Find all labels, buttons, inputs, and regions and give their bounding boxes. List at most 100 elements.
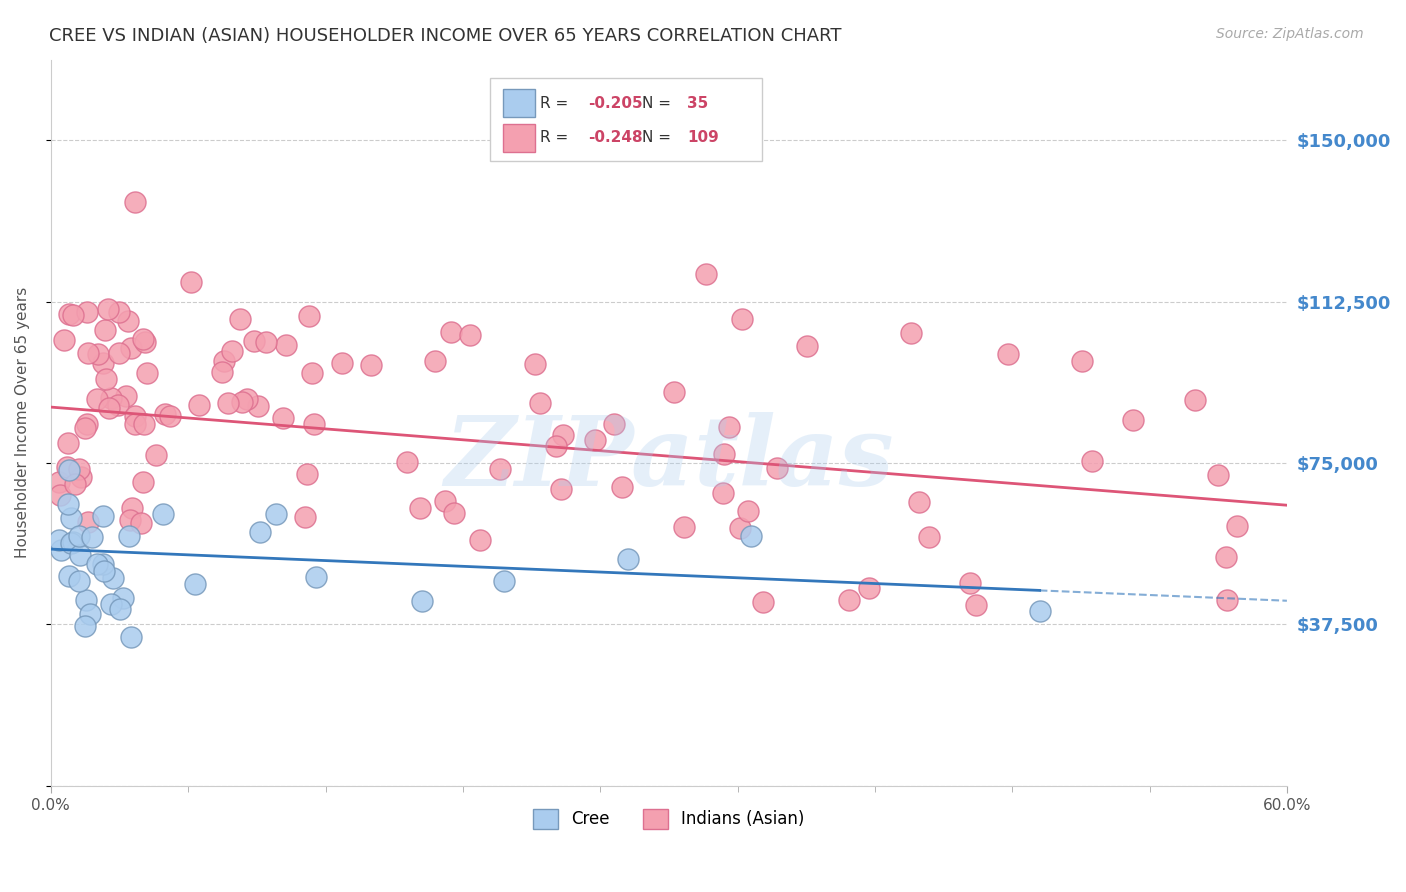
Text: 109: 109	[688, 130, 718, 145]
Point	[434, 494, 457, 508]
Point	[56, 436, 79, 450]
Point	[132, 417, 155, 431]
Point	[132, 332, 155, 346]
Point	[86, 392, 108, 407]
Text: -0.205: -0.205	[589, 95, 643, 111]
Point	[110, 602, 132, 616]
Text: N =: N =	[641, 95, 675, 111]
Point	[765, 460, 787, 475]
Point	[612, 480, 634, 494]
Point	[51, 543, 73, 558]
Point	[117, 314, 139, 328]
Point	[75, 593, 97, 607]
Text: -0.248: -0.248	[589, 130, 643, 145]
Point	[58, 307, 80, 321]
Point	[184, 577, 207, 591]
Point	[69, 549, 91, 563]
Point	[56, 497, 79, 511]
Point	[717, 419, 740, 434]
Point	[59, 535, 82, 549]
Point	[115, 388, 138, 402]
Point	[1216, 592, 1239, 607]
Point	[264, 507, 287, 521]
Point	[695, 267, 717, 281]
Point	[274, 337, 297, 351]
Point	[603, 417, 626, 432]
Point	[76, 304, 98, 318]
Point	[91, 356, 114, 370]
Point	[271, 411, 294, 425]
Point	[908, 495, 931, 509]
Point	[231, 395, 253, 409]
Point	[79, 607, 101, 622]
Point	[254, 334, 277, 349]
Point	[124, 409, 146, 424]
Point	[858, 582, 880, 596]
Point	[249, 524, 271, 539]
Point	[489, 461, 512, 475]
Point	[53, 333, 76, 347]
Point	[120, 630, 142, 644]
Point	[330, 356, 353, 370]
Point	[297, 467, 319, 482]
Point	[100, 392, 122, 406]
Point	[752, 595, 775, 609]
Legend: Cree, Indians (Asian): Cree, Indians (Asian)	[526, 802, 811, 836]
Point	[711, 485, 734, 500]
Point	[107, 305, 129, 319]
Point	[134, 334, 156, 349]
Point	[796, 339, 818, 353]
Point	[997, 347, 1019, 361]
Point	[304, 570, 326, 584]
Text: CREE VS INDIAN (ASIAN) HOUSEHOLDER INCOME OVER 65 YEARS CORRELATION CHART: CREE VS INDIAN (ASIAN) HOUSEHOLDER INCOM…	[49, 27, 842, 45]
Text: Source: ZipAtlas.com: Source: ZipAtlas.com	[1216, 27, 1364, 41]
Point	[62, 308, 84, 322]
Point	[242, 334, 264, 349]
Point	[56, 459, 79, 474]
Point	[1081, 453, 1104, 467]
Point	[62, 534, 84, 549]
Point	[221, 344, 243, 359]
Point	[1122, 413, 1144, 427]
Point	[740, 529, 762, 543]
Point	[76, 417, 98, 432]
Point	[187, 398, 209, 412]
Point	[918, 530, 941, 544]
Point	[529, 396, 551, 410]
Point	[672, 519, 695, 533]
Point	[737, 504, 759, 518]
Point	[159, 409, 181, 423]
Point	[152, 507, 174, 521]
Point	[112, 591, 135, 605]
Point	[100, 597, 122, 611]
Point	[101, 570, 124, 584]
Point	[70, 469, 93, 483]
Point	[494, 574, 516, 589]
Point	[155, 407, 177, 421]
Point	[73, 619, 96, 633]
Point	[75, 421, 97, 435]
Point	[360, 358, 382, 372]
Point	[48, 475, 70, 489]
Point	[550, 482, 572, 496]
Point	[96, 371, 118, 385]
Point	[1071, 354, 1094, 368]
Point	[616, 552, 638, 566]
Point	[211, 365, 233, 379]
Point	[1226, 519, 1249, 533]
Point	[58, 568, 80, 582]
FancyBboxPatch shape	[503, 123, 536, 152]
Point	[229, 312, 252, 326]
Point	[124, 417, 146, 432]
Point	[87, 347, 110, 361]
Text: 35: 35	[688, 95, 709, 111]
Point	[59, 511, 82, 525]
Point	[94, 323, 117, 337]
Point	[91, 557, 114, 571]
Point	[48, 533, 70, 548]
Point	[136, 366, 159, 380]
Point	[1215, 549, 1237, 564]
Point	[468, 533, 491, 547]
Point	[107, 398, 129, 412]
Point	[236, 392, 259, 406]
